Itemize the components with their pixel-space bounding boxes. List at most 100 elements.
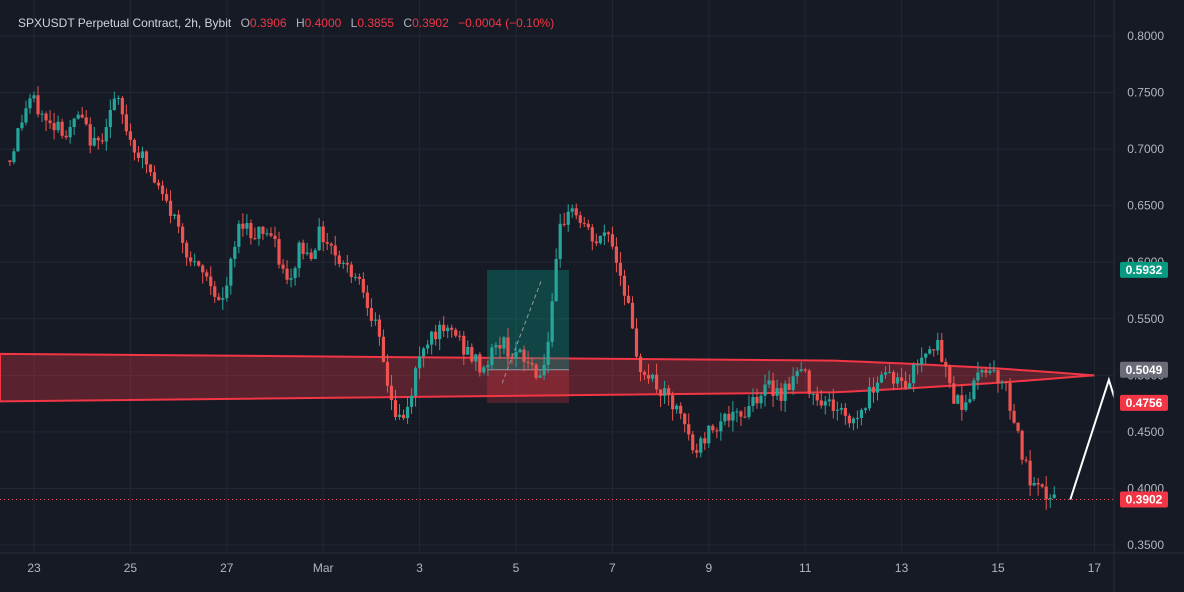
candle-body	[550, 301, 554, 342]
candle-body	[185, 242, 189, 258]
price-tick-label: 0.4500	[1127, 425, 1164, 439]
candle-body	[562, 223, 566, 225]
candle-body	[727, 413, 731, 421]
candle-body	[863, 408, 868, 411]
candle-body	[695, 450, 699, 453]
candle-body	[313, 250, 317, 259]
candle-body	[719, 421, 723, 432]
candle-body	[671, 395, 675, 410]
candle-body	[381, 336, 386, 362]
candle-body	[1012, 410, 1016, 423]
candle-body	[859, 410, 864, 418]
price-tag-text: 0.5049	[1126, 363, 1163, 377]
candle-body	[1028, 460, 1032, 486]
candle-body	[767, 380, 771, 385]
candle-body	[333, 245, 337, 256]
candle-body	[835, 409, 839, 411]
candle-body	[48, 120, 52, 124]
candle-body	[317, 226, 321, 251]
candle-body	[261, 226, 265, 234]
candle-body	[570, 208, 574, 212]
candle-body	[413, 368, 418, 396]
candle-body	[434, 331, 438, 340]
candle-body	[393, 400, 398, 418]
candle-body	[699, 438, 703, 453]
candle-body	[936, 339, 940, 351]
candle-body	[795, 371, 799, 377]
candle-body	[815, 393, 819, 401]
candle-body	[526, 361, 530, 363]
candle-body	[281, 264, 285, 269]
candle-body	[650, 374, 655, 379]
candle-body	[385, 361, 390, 386]
candle-body	[450, 327, 454, 330]
candle-body	[659, 389, 663, 396]
candle-body	[156, 182, 161, 186]
candle-body	[16, 128, 20, 152]
candle-body	[723, 413, 727, 422]
candle-body	[992, 370, 996, 372]
candle-body	[1052, 494, 1056, 498]
candle-body	[301, 242, 305, 254]
candle-body	[60, 121, 64, 136]
candle-body	[522, 349, 526, 362]
candle-body	[980, 370, 984, 373]
candle-body	[193, 261, 197, 263]
time-tick-label: 13	[895, 561, 909, 575]
candle-body	[104, 127, 108, 142]
candle-body	[8, 160, 12, 162]
candle-body	[618, 262, 623, 276]
candle-body	[76, 114, 80, 119]
candle-body	[466, 346, 470, 355]
candle-body	[510, 356, 514, 359]
candle-body	[827, 399, 831, 402]
candle-body	[976, 372, 980, 381]
candle-body	[349, 264, 353, 277]
high-value: 0.4000	[304, 16, 342, 30]
time-axis[interactable]: 23 25 27 Mar 3 5 7 9 11 13 15 17	[27, 561, 1101, 575]
candle-body	[405, 406, 410, 419]
candle-body	[683, 413, 687, 425]
candle-body	[554, 258, 558, 302]
candle-body	[241, 223, 245, 229]
candle-body	[638, 356, 643, 373]
candle-body	[506, 337, 510, 357]
candle-body	[486, 365, 490, 368]
candle-body	[711, 425, 715, 431]
candle-body	[84, 117, 88, 125]
candle-body	[205, 272, 209, 277]
stop-zone[interactable]	[487, 369, 570, 403]
candle-body	[285, 268, 289, 280]
price-labels: 0.5932 0.5049 0.4756 0.3902	[1120, 261, 1168, 508]
candle-body	[273, 235, 277, 240]
candle-body	[124, 114, 128, 132]
candle-body	[787, 383, 791, 390]
candle-body	[739, 411, 743, 417]
candle-body	[478, 354, 482, 373]
candle-body	[217, 296, 221, 300]
candle-body	[988, 370, 992, 373]
time-tick-label: 25	[124, 561, 138, 575]
candle-body	[1032, 482, 1036, 486]
candle-body	[871, 387, 876, 393]
candle-body	[422, 348, 426, 357]
candle-body	[209, 276, 213, 287]
time-tick-label: 23	[27, 561, 41, 575]
candle-body	[534, 364, 538, 378]
symbol-title[interactable]: SPXUSDT Perpetual Contract, 2h, Bybit	[18, 16, 232, 30]
candle-body	[160, 185, 165, 195]
candle-body	[514, 352, 518, 359]
candle-body	[614, 246, 619, 263]
candle-body	[490, 347, 494, 366]
candle-body	[582, 222, 586, 224]
change-value: −0.0004 (−0.10%)	[458, 16, 555, 30]
resistance-zone-shape[interactable]	[0, 352, 1095, 403]
candle-body	[558, 223, 562, 259]
candle-body	[72, 118, 76, 128]
candle-body	[663, 388, 667, 396]
candle-body	[642, 372, 647, 375]
candle-body	[731, 411, 735, 421]
candle-body	[120, 97, 124, 115]
time-tick-label: 9	[705, 561, 712, 575]
